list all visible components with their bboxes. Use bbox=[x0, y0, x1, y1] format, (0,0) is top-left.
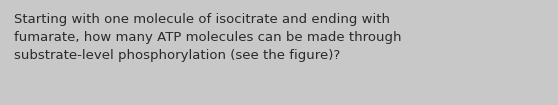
Text: Starting with one molecule of isocitrate and ending with
fumarate, how many ATP : Starting with one molecule of isocitrate… bbox=[14, 13, 401, 62]
